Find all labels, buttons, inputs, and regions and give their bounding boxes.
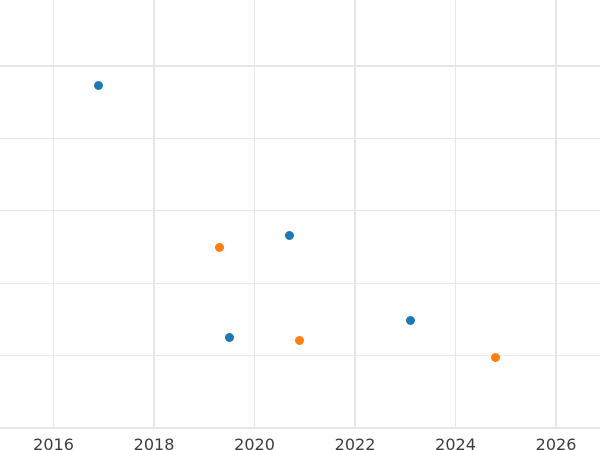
data-point-blue <box>94 81 104 91</box>
data-point-orange <box>491 353 501 363</box>
gridline-vertical <box>253 0 256 428</box>
data-point-blue <box>224 333 234 342</box>
gridline-vertical <box>52 0 55 428</box>
x-tick-label: 2026 <box>535 435 577 450</box>
data-point-orange <box>214 243 224 253</box>
gridline-vertical <box>555 0 557 428</box>
x-tick-label: 2024 <box>435 435 476 450</box>
gridline-horizontal <box>0 65 600 67</box>
gridline-vertical <box>454 0 457 428</box>
x-tick-label: 2022 <box>334 435 376 450</box>
gridline-horizontal <box>0 427 600 429</box>
gridline-horizontal <box>0 137 600 140</box>
x-tick-label: 2018 <box>133 435 175 450</box>
x-tick-label: 2016 <box>33 435 74 450</box>
data-point-blue <box>285 230 295 240</box>
gridline-horizontal <box>0 354 600 357</box>
data-point-blue <box>405 315 415 325</box>
x-tick-label: 2020 <box>234 435 275 450</box>
data-point-orange <box>295 335 305 345</box>
gridline-vertical <box>153 0 155 428</box>
gridline-horizontal <box>0 210 600 212</box>
gridline-horizontal <box>0 282 600 284</box>
gridline-vertical <box>354 0 356 428</box>
